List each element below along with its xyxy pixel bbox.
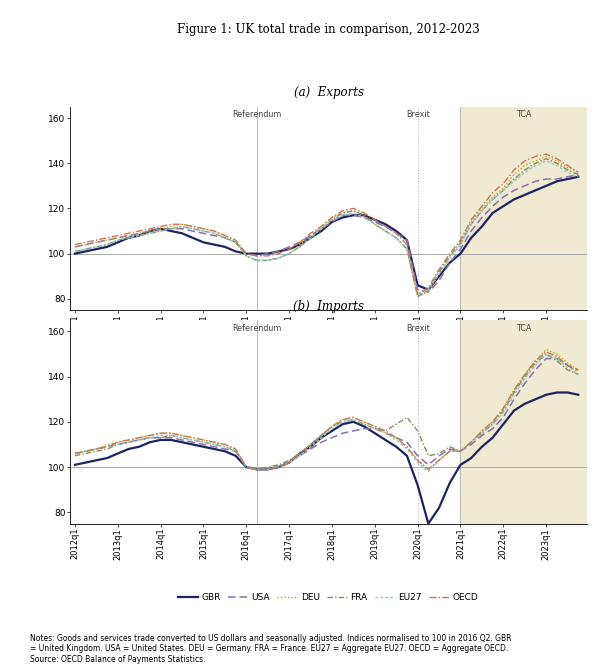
Text: Notes: Goods and services trade converted to US dollars and seasonally adjusted.: Notes: Goods and services trade converte…	[30, 634, 512, 664]
Text: Referendum: Referendum	[232, 323, 282, 333]
Text: TCA: TCA	[516, 323, 531, 333]
Legend: GBR, USA, DEU, FRA, EU27, OECD: GBR, USA, DEU, FRA, EU27, OECD	[174, 589, 482, 606]
Text: Referendum: Referendum	[232, 110, 282, 119]
Text: (a)  Exports: (a) Exports	[293, 86, 364, 99]
Text: Brexit: Brexit	[406, 110, 430, 119]
Text: TCA: TCA	[516, 110, 531, 119]
Legend: GBR, USA, DEU, FRA, EU27, OECD: GBR, USA, DEU, FRA, EU27, OECD	[174, 376, 482, 392]
Text: (b)  Imports: (b) Imports	[293, 301, 364, 313]
Bar	[460, 320, 587, 524]
Text: Brexit: Brexit	[406, 323, 430, 333]
Bar	[460, 107, 587, 310]
Text: Figure 1: UK total trade in comparison, 2012-2023: Figure 1: UK total trade in comparison, …	[177, 23, 480, 36]
